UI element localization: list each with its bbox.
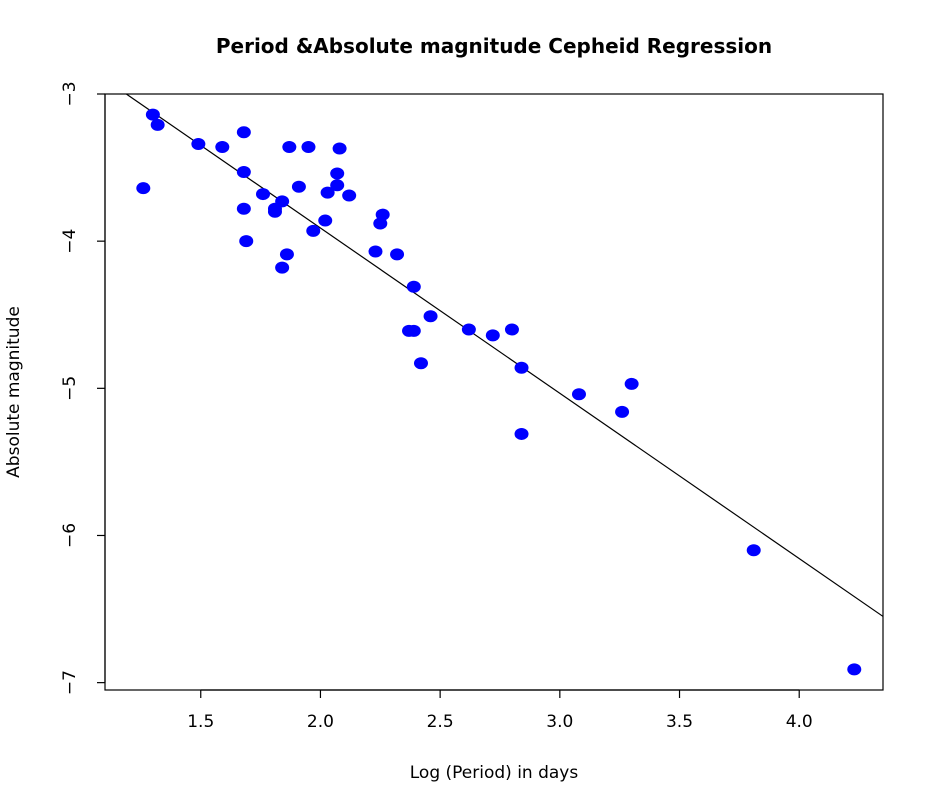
data-point [375, 208, 390, 221]
data-point [406, 280, 421, 293]
x-tick-label: 3.5 [666, 712, 693, 732]
y-axis-label: Absolute magnitude [4, 306, 24, 478]
x-axis-label: Log (Period) in days [410, 763, 579, 783]
data-point [413, 357, 428, 370]
data-point [746, 544, 761, 557]
data-points [136, 108, 862, 676]
plot-area [104, 93, 884, 691]
data-point [514, 361, 529, 374]
data-point [504, 323, 519, 336]
data-point [390, 248, 405, 261]
x-tick-label: 1.5 [187, 712, 214, 732]
data-point [342, 189, 357, 202]
x-tick-label: 2.5 [427, 712, 454, 732]
y-tick-label: −6 [60, 523, 80, 548]
x-axis: 1.5 2.0 2.5 3.0 3.5 4.0 [187, 689, 813, 732]
data-point [318, 214, 333, 227]
data-point [275, 195, 290, 208]
x-tick-label: 2.0 [307, 712, 334, 732]
data-point [514, 427, 529, 440]
data-point [306, 224, 321, 237]
data-point [615, 405, 630, 418]
data-point [485, 329, 500, 342]
regression-line [125, 94, 883, 617]
data-point [291, 180, 306, 193]
data-point [624, 377, 639, 390]
data-point [368, 245, 383, 258]
data-point [215, 140, 230, 153]
data-point [239, 235, 254, 248]
data-point [275, 261, 290, 274]
data-point [191, 138, 206, 151]
y-tick-label: −5 [60, 376, 80, 401]
data-point [150, 118, 165, 131]
y-axis: −3 −4 −5 −6 −7 [60, 81, 106, 695]
data-point [236, 165, 251, 178]
data-point [332, 142, 347, 155]
data-point [136, 182, 151, 195]
data-point [423, 310, 438, 323]
y-tick-label: −4 [60, 229, 80, 254]
chart-title: Period &Absolute magnitude Cepheid Regre… [216, 34, 772, 58]
data-point [267, 205, 282, 218]
x-tick-label: 4.0 [786, 712, 813, 732]
data-point [236, 202, 251, 215]
x-tick-label: 3.0 [546, 712, 573, 732]
y-tick-label: −3 [60, 81, 80, 106]
data-point [847, 663, 862, 676]
data-point [282, 140, 297, 153]
data-point [320, 186, 335, 199]
data-point [330, 167, 345, 180]
data-point [461, 323, 476, 336]
y-tick-label: −7 [60, 670, 80, 695]
data-point [406, 324, 421, 337]
data-point [236, 126, 251, 139]
data-point [571, 388, 586, 401]
data-point [279, 248, 294, 261]
data-point [145, 108, 160, 121]
data-point [255, 188, 270, 201]
data-point [330, 179, 345, 192]
regression-line-group [125, 94, 883, 617]
data-point [301, 140, 316, 153]
